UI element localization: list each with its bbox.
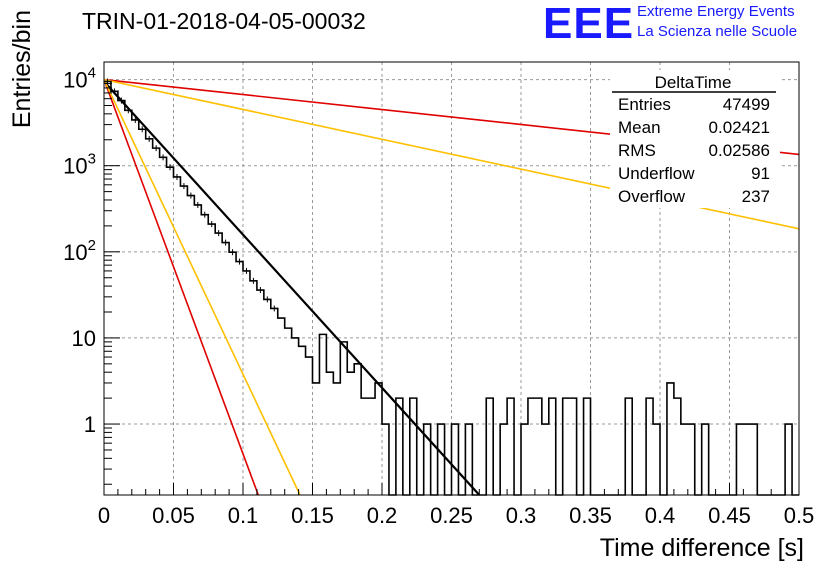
y-tick-label: 10 [72,326,96,351]
y-tick-label: 103 [63,151,96,179]
stats-box: DeltaTime Entries 47499 Mean 0.02421 RMS 0.02… [610,70,780,208]
x-tick-label: 0.3 [506,503,537,528]
chart-title: TRIN-01-2018-04-05-00032 [82,8,366,34]
x-tick-label: 0.5 [784,503,815,528]
logo-caption-line2: La Scienza nelle Scuole [637,23,798,40]
stats-row-label: Overflow [618,187,686,206]
x-tick-label: 0.25 [430,503,473,528]
logo-caption-line1: Extreme Energy Events [637,3,795,20]
fit-curve-5 [103,79,301,496]
stats-row-value: 0.02586 [709,141,770,160]
x-tick-label: 0.1 [228,503,259,528]
stats-row-value: 237 [742,187,770,206]
fit-curve-4 [103,79,260,496]
stats-title: DeltaTime [655,73,732,92]
grid-lines [104,62,799,495]
stats-box-background [610,70,780,208]
stats-row-label: Mean [618,118,661,137]
y-tick-label: 102 [63,237,96,265]
stats-row-label: Underflow [618,164,695,183]
stats-row-value: 91 [751,164,770,183]
y-tick-label: 1 [84,412,96,437]
x-tick-label: 0.45 [708,503,751,528]
x-tick-label: 0.35 [569,503,612,528]
x-tick-label: 0.15 [291,503,334,528]
x-tick-label: 0.2 [367,503,398,528]
y-tick-label: 104 [63,65,96,93]
stats-row-value: 47499 [723,95,770,114]
y-axis-ticks: 1 10 102 103 104 [63,65,120,485]
stats-row-value: 0.02421 [709,118,770,137]
eee-logo: EEE [543,0,635,48]
x-tick-label: 0.05 [152,503,195,528]
x-tick-label: 0.4 [645,503,676,528]
x-axis-ticks: 0 0.05 0.1 0.15 0.2 0.25 0.3 0.35 0.4 0.45 0.5 [98,483,814,528]
stats-row-label: RMS [618,141,656,160]
x-axis-label: Time difference [s] [599,534,804,562]
x-tick-label: 0 [98,503,110,528]
stats-row-label: Entries [618,95,671,114]
